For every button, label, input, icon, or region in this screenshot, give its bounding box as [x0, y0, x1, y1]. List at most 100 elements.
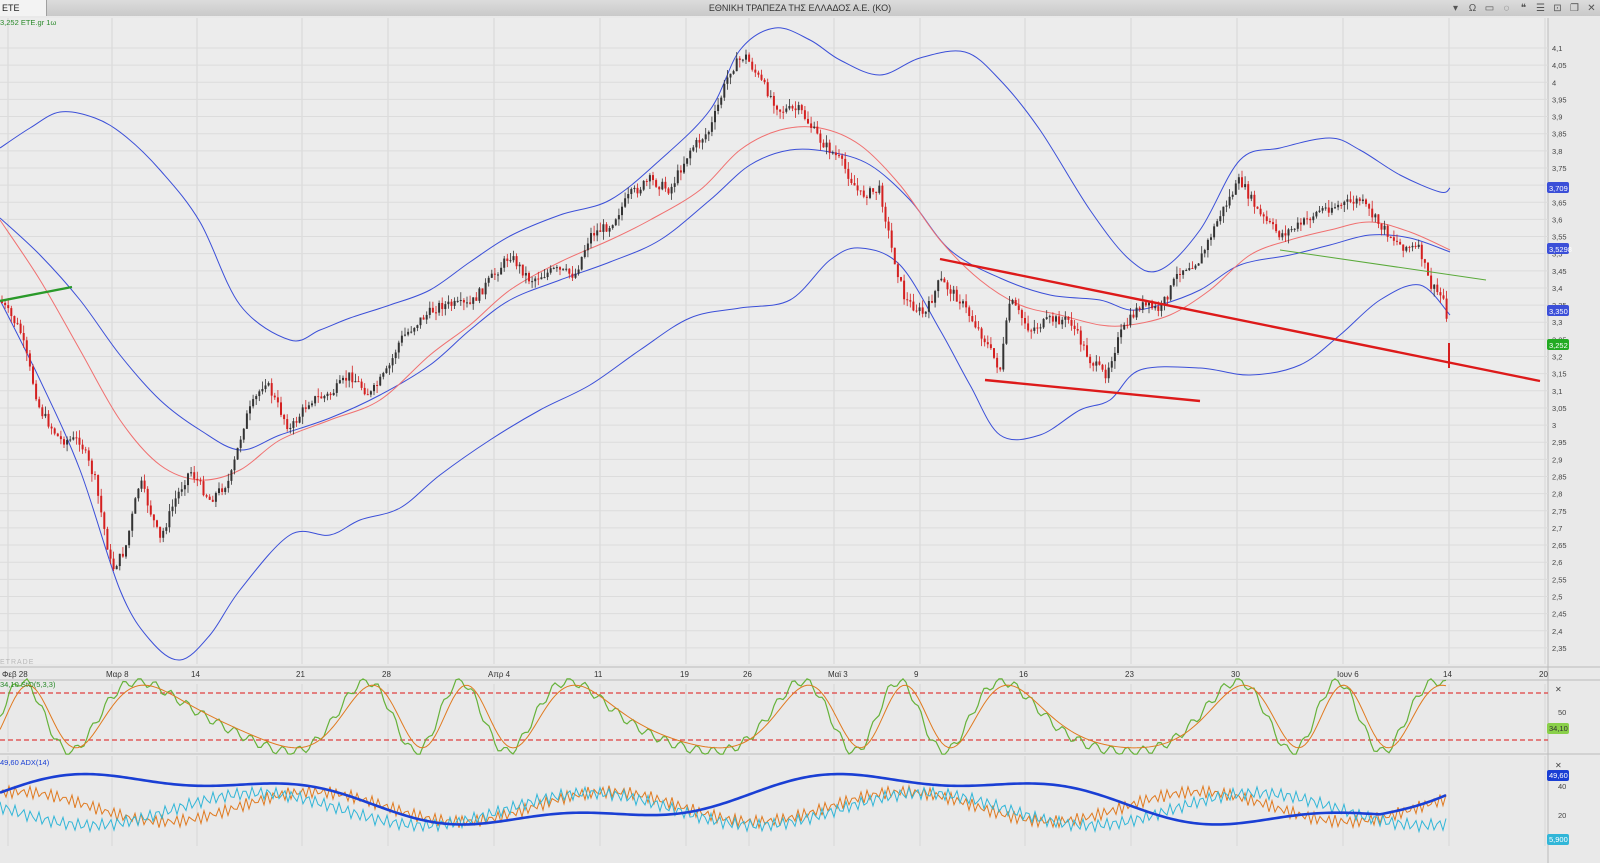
candle-body — [1005, 320, 1008, 344]
candle-body — [199, 480, 202, 482]
candle-body — [1179, 273, 1181, 275]
candle-body — [875, 191, 878, 193]
candle-body — [289, 427, 292, 430]
y-tick-label: 3,3 — [1552, 318, 1562, 327]
candle-body — [695, 140, 698, 148]
y-tick-label: 4 — [1552, 78, 1556, 87]
candle-body — [1262, 214, 1265, 217]
tab-ete[interactable]: ETE — [0, 0, 47, 16]
candle-body — [1107, 367, 1110, 379]
candle-body — [999, 367, 1002, 370]
candle-body — [400, 335, 403, 343]
candle-body — [35, 383, 38, 400]
y-tick-label: 4,1 — [1552, 44, 1562, 53]
candle-body — [283, 414, 286, 420]
candle-body — [1389, 236, 1392, 238]
candle-body — [996, 357, 999, 368]
candle-body — [605, 224, 608, 232]
candle-body — [590, 233, 592, 244]
candle-body — [865, 196, 868, 198]
candle-body — [738, 58, 741, 60]
candle-body — [853, 183, 856, 186]
list-icon[interactable]: ☰ — [1536, 2, 1545, 14]
price-label: 3,5298 — [1549, 245, 1572, 254]
candle-body — [1008, 303, 1011, 321]
candle-body — [314, 396, 317, 404]
x-tick-label: 23 — [1125, 670, 1134, 679]
candle-body — [1101, 364, 1104, 370]
candle-body — [425, 314, 428, 320]
candle-body — [1039, 327, 1042, 329]
candle-body — [481, 288, 484, 295]
candle-body — [881, 185, 884, 207]
candle-body — [1175, 273, 1178, 279]
candle-body — [1095, 361, 1098, 366]
green-trendline-left — [0, 285, 73, 303]
candle-body — [168, 511, 171, 528]
candle-body — [676, 170, 679, 184]
minus-di-value: 5,900 — [1549, 835, 1568, 844]
x-tick-label: Μαϊ 3 — [828, 670, 848, 679]
omega-icon[interactable]: Ω — [1468, 2, 1477, 14]
candle-body — [28, 353, 31, 367]
candle-body — [977, 327, 980, 329]
dropdown-icon[interactable]: ▾ — [1452, 2, 1459, 14]
candle-body — [599, 230, 602, 232]
y-tick-label: 2,5 — [1552, 592, 1562, 601]
candle-body — [360, 381, 363, 388]
y-tick-label: 2,9 — [1552, 455, 1562, 464]
candle-body — [366, 394, 369, 396]
candle-body — [1185, 270, 1188, 272]
candle-body — [478, 288, 481, 301]
candle-body — [546, 272, 549, 278]
lock-icon[interactable]: ⊡ — [1553, 2, 1562, 14]
candle-body — [627, 194, 630, 199]
restore-icon[interactable]: ❐ — [1570, 2, 1579, 14]
candle-body — [391, 358, 394, 366]
candle-body — [636, 187, 639, 194]
candle-body — [177, 491, 180, 499]
candle-body — [1321, 208, 1324, 211]
candle-body — [1349, 199, 1352, 202]
candle-body — [304, 407, 307, 409]
candle-body — [475, 297, 478, 301]
price-panel — [0, 18, 1548, 664]
candle-body — [1154, 306, 1157, 309]
candle-body — [19, 323, 22, 334]
candle-body — [1374, 214, 1377, 218]
candle-body — [354, 381, 357, 383]
candle-body — [1148, 302, 1150, 306]
candle-body — [1191, 268, 1194, 270]
candle-body — [208, 496, 211, 500]
green-trendline-right — [1279, 249, 1487, 281]
candle-body — [1017, 305, 1020, 311]
candle-body — [230, 470, 233, 481]
candle-body — [385, 368, 388, 373]
quote-icon[interactable]: ❝ — [1520, 2, 1527, 14]
candle-body — [1113, 352, 1116, 362]
candle-body — [156, 520, 158, 527]
candle-body — [763, 79, 766, 83]
chat-icon[interactable]: ◌ — [1503, 2, 1510, 14]
candle-body — [686, 158, 689, 164]
candle-body — [958, 301, 961, 304]
candle-body — [534, 278, 537, 282]
window-icon[interactable]: ▭ — [1484, 2, 1495, 14]
candle-body — [1089, 356, 1092, 364]
candle-body — [797, 105, 800, 111]
candle-body — [949, 289, 952, 294]
candle-body — [1414, 245, 1417, 247]
price-label: 3,709 — [1549, 184, 1568, 193]
candle-body — [1241, 177, 1243, 188]
candle-body — [41, 407, 44, 417]
candle-body — [757, 72, 760, 75]
stochastic-value-box — [1547, 723, 1569, 734]
chart-area[interactable]: Φεβ 28 Μαρ 8 14 21 28 Απρ 4 11 19 26 Μαϊ 3 9 16 23 30… — [0, 16, 1600, 863]
close-icon[interactable]: ✕ — [1587, 2, 1596, 14]
price-label-box — [1547, 305, 1569, 316]
candle-body — [515, 256, 518, 267]
candle-body — [1380, 223, 1383, 230]
candle-body — [710, 122, 713, 132]
candle-body — [484, 282, 487, 295]
y-tick-label: 3,8 — [1552, 147, 1562, 156]
